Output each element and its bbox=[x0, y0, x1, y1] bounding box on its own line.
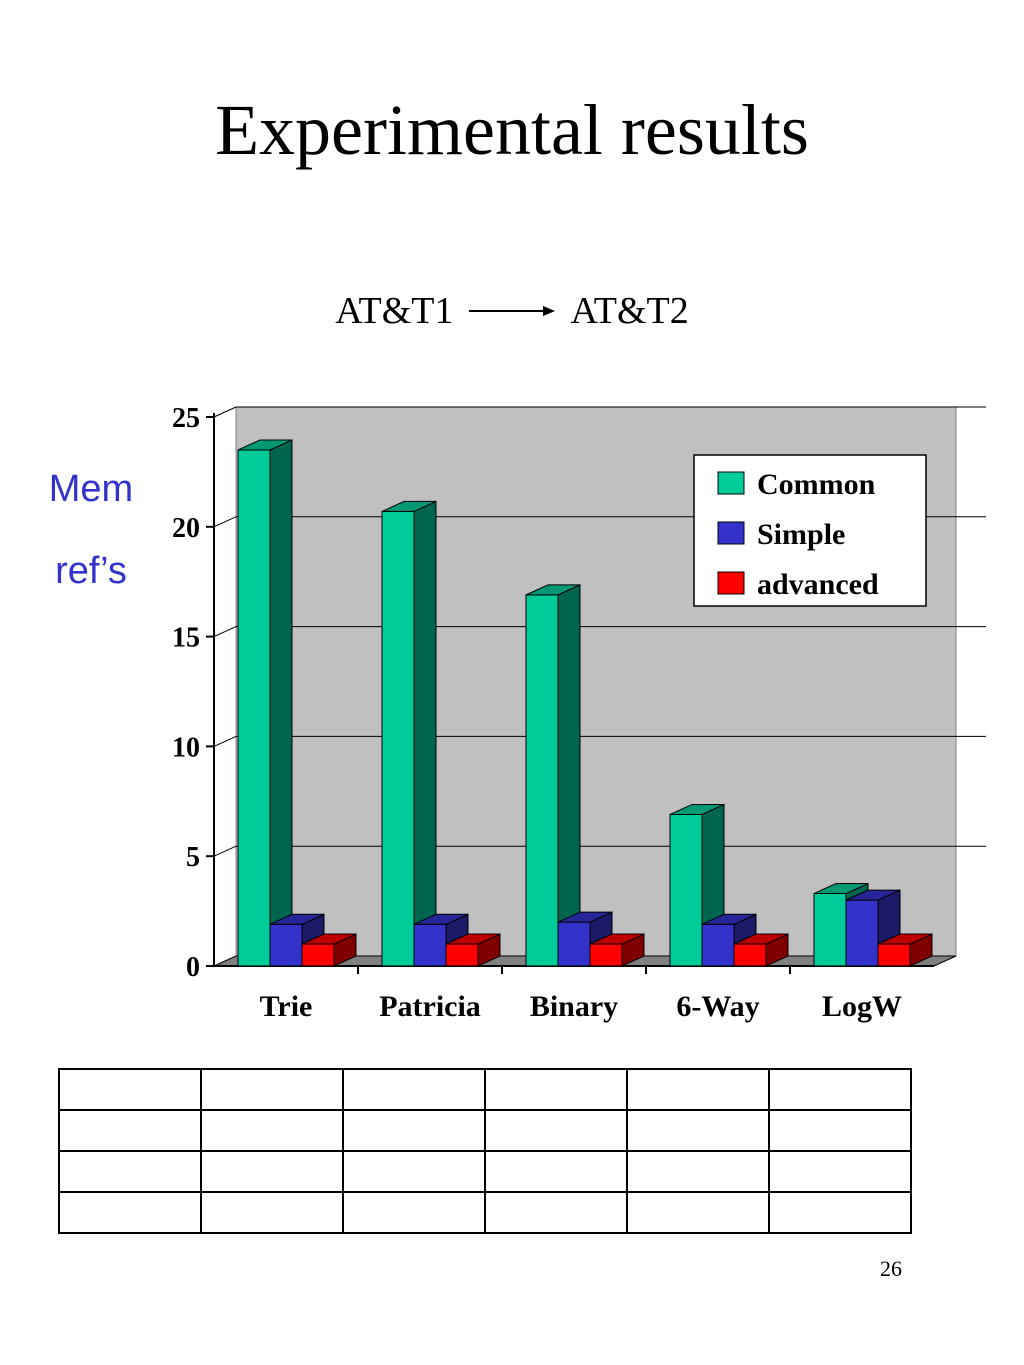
bar-front-simple bbox=[845, 899, 879, 967]
legend-label-advanced: advanced bbox=[757, 568, 879, 601]
bar-front-advanced bbox=[877, 943, 911, 967]
table-cell bbox=[342, 1191, 486, 1234]
subtitle-left: AT&T1 bbox=[335, 290, 454, 333]
bar-front-simple bbox=[557, 921, 591, 967]
table-cell bbox=[342, 1109, 486, 1152]
x-tick-label: Trie bbox=[260, 990, 313, 1023]
bar-front-simple bbox=[269, 923, 303, 967]
bar-side-common bbox=[269, 439, 293, 967]
table-row bbox=[58, 1150, 912, 1193]
gridline-depth bbox=[213, 626, 237, 638]
x-tick-label: Binary bbox=[530, 990, 618, 1023]
bar-front-common bbox=[381, 510, 415, 967]
bar-top-common bbox=[237, 439, 293, 451]
x-tick-label: LogW bbox=[822, 990, 902, 1023]
legend: Common Simple advanced bbox=[693, 454, 927, 607]
table-cell bbox=[484, 1150, 628, 1193]
table-row bbox=[58, 1068, 912, 1111]
data-table bbox=[58, 1068, 912, 1234]
y-tick-label: 5 bbox=[186, 842, 200, 873]
subtitle-right: AT&T2 bbox=[570, 290, 689, 333]
bar-front-advanced bbox=[733, 943, 767, 967]
y-tick-label: 25 bbox=[172, 403, 200, 434]
bar-chart: 0 5 10 15 20 25 Trie Patricia Binary 6-Way LogW Com… bbox=[172, 403, 986, 1023]
legend-swatch-common bbox=[717, 471, 745, 495]
bar-top-simple bbox=[413, 913, 469, 925]
y-axis-label-line-1: Mem bbox=[48, 468, 134, 510]
bar-front-common bbox=[525, 594, 559, 967]
table-cell bbox=[200, 1191, 344, 1234]
bar-front-common bbox=[813, 893, 847, 967]
bar-top-common bbox=[381, 500, 437, 512]
gridline-depth bbox=[213, 845, 237, 857]
table-cell bbox=[768, 1191, 912, 1234]
bar-top-advanced bbox=[733, 933, 789, 945]
table-cell bbox=[58, 1191, 202, 1234]
gridline-depth bbox=[213, 516, 237, 528]
table-cell bbox=[58, 1109, 202, 1152]
table-row bbox=[58, 1191, 912, 1234]
table-cell bbox=[342, 1068, 486, 1111]
bar-front-advanced bbox=[589, 943, 623, 967]
bar-top-simple bbox=[845, 889, 901, 901]
table-cell bbox=[200, 1068, 344, 1111]
y-tick-label: 0 bbox=[186, 952, 200, 983]
table-cell bbox=[768, 1109, 912, 1152]
bar-top-common bbox=[669, 803, 725, 815]
table-row bbox=[58, 1109, 912, 1152]
gridline-depth bbox=[213, 406, 237, 418]
bar-side-common bbox=[557, 584, 581, 967]
bar-front-advanced bbox=[445, 943, 479, 967]
table-cell bbox=[58, 1068, 202, 1111]
table-cell bbox=[58, 1150, 202, 1193]
bar-top-advanced bbox=[877, 933, 933, 945]
gridline-depth bbox=[213, 735, 237, 747]
y-tick-label: 10 bbox=[172, 732, 200, 763]
bar-top-advanced bbox=[589, 933, 645, 945]
bar-top-simple bbox=[557, 911, 613, 923]
table-cell bbox=[626, 1068, 770, 1111]
table-cell bbox=[200, 1150, 344, 1193]
table-cell bbox=[768, 1068, 912, 1111]
bar-front-simple bbox=[413, 923, 447, 967]
legend-swatch-advanced bbox=[717, 571, 745, 595]
table-cell bbox=[484, 1068, 628, 1111]
y-tick-label: 20 bbox=[172, 513, 200, 544]
bar-top-simple bbox=[269, 913, 325, 925]
x-tick-label: 6-Way bbox=[676, 990, 759, 1023]
legend-label-common: Common bbox=[757, 468, 876, 501]
table-cell bbox=[342, 1150, 486, 1193]
y-tick-label: 15 bbox=[172, 623, 200, 654]
table-cell bbox=[626, 1150, 770, 1193]
table-cell bbox=[626, 1191, 770, 1234]
table-cell bbox=[200, 1109, 344, 1152]
bar-front-simple bbox=[701, 923, 735, 967]
table-cell bbox=[484, 1191, 628, 1234]
bar-top-advanced bbox=[301, 933, 357, 945]
slide-title: Experimental results bbox=[215, 90, 809, 170]
bar-side-common bbox=[413, 500, 437, 967]
subtitle: AT&T1 AT&T2 bbox=[0, 286, 1024, 333]
x-tick-label: Patricia bbox=[379, 990, 481, 1023]
bar-front-advanced bbox=[301, 943, 335, 967]
y-axis-label-line-2: ref’s bbox=[55, 550, 127, 592]
bar-top-simple bbox=[701, 913, 757, 925]
page-number: 26 bbox=[880, 1256, 902, 1281]
bar-front-common bbox=[237, 449, 271, 967]
bar-front-common bbox=[669, 813, 703, 967]
table-cell bbox=[626, 1109, 770, 1152]
table-cell bbox=[768, 1150, 912, 1193]
bar-top-common bbox=[525, 584, 581, 596]
right-arrow-icon bbox=[469, 306, 555, 317]
legend-label-simple: Simple bbox=[757, 518, 845, 551]
bar-top-common bbox=[813, 883, 869, 895]
table-cell bbox=[484, 1109, 628, 1152]
legend-swatch-simple bbox=[717, 521, 745, 545]
bar-top-advanced bbox=[445, 933, 501, 945]
